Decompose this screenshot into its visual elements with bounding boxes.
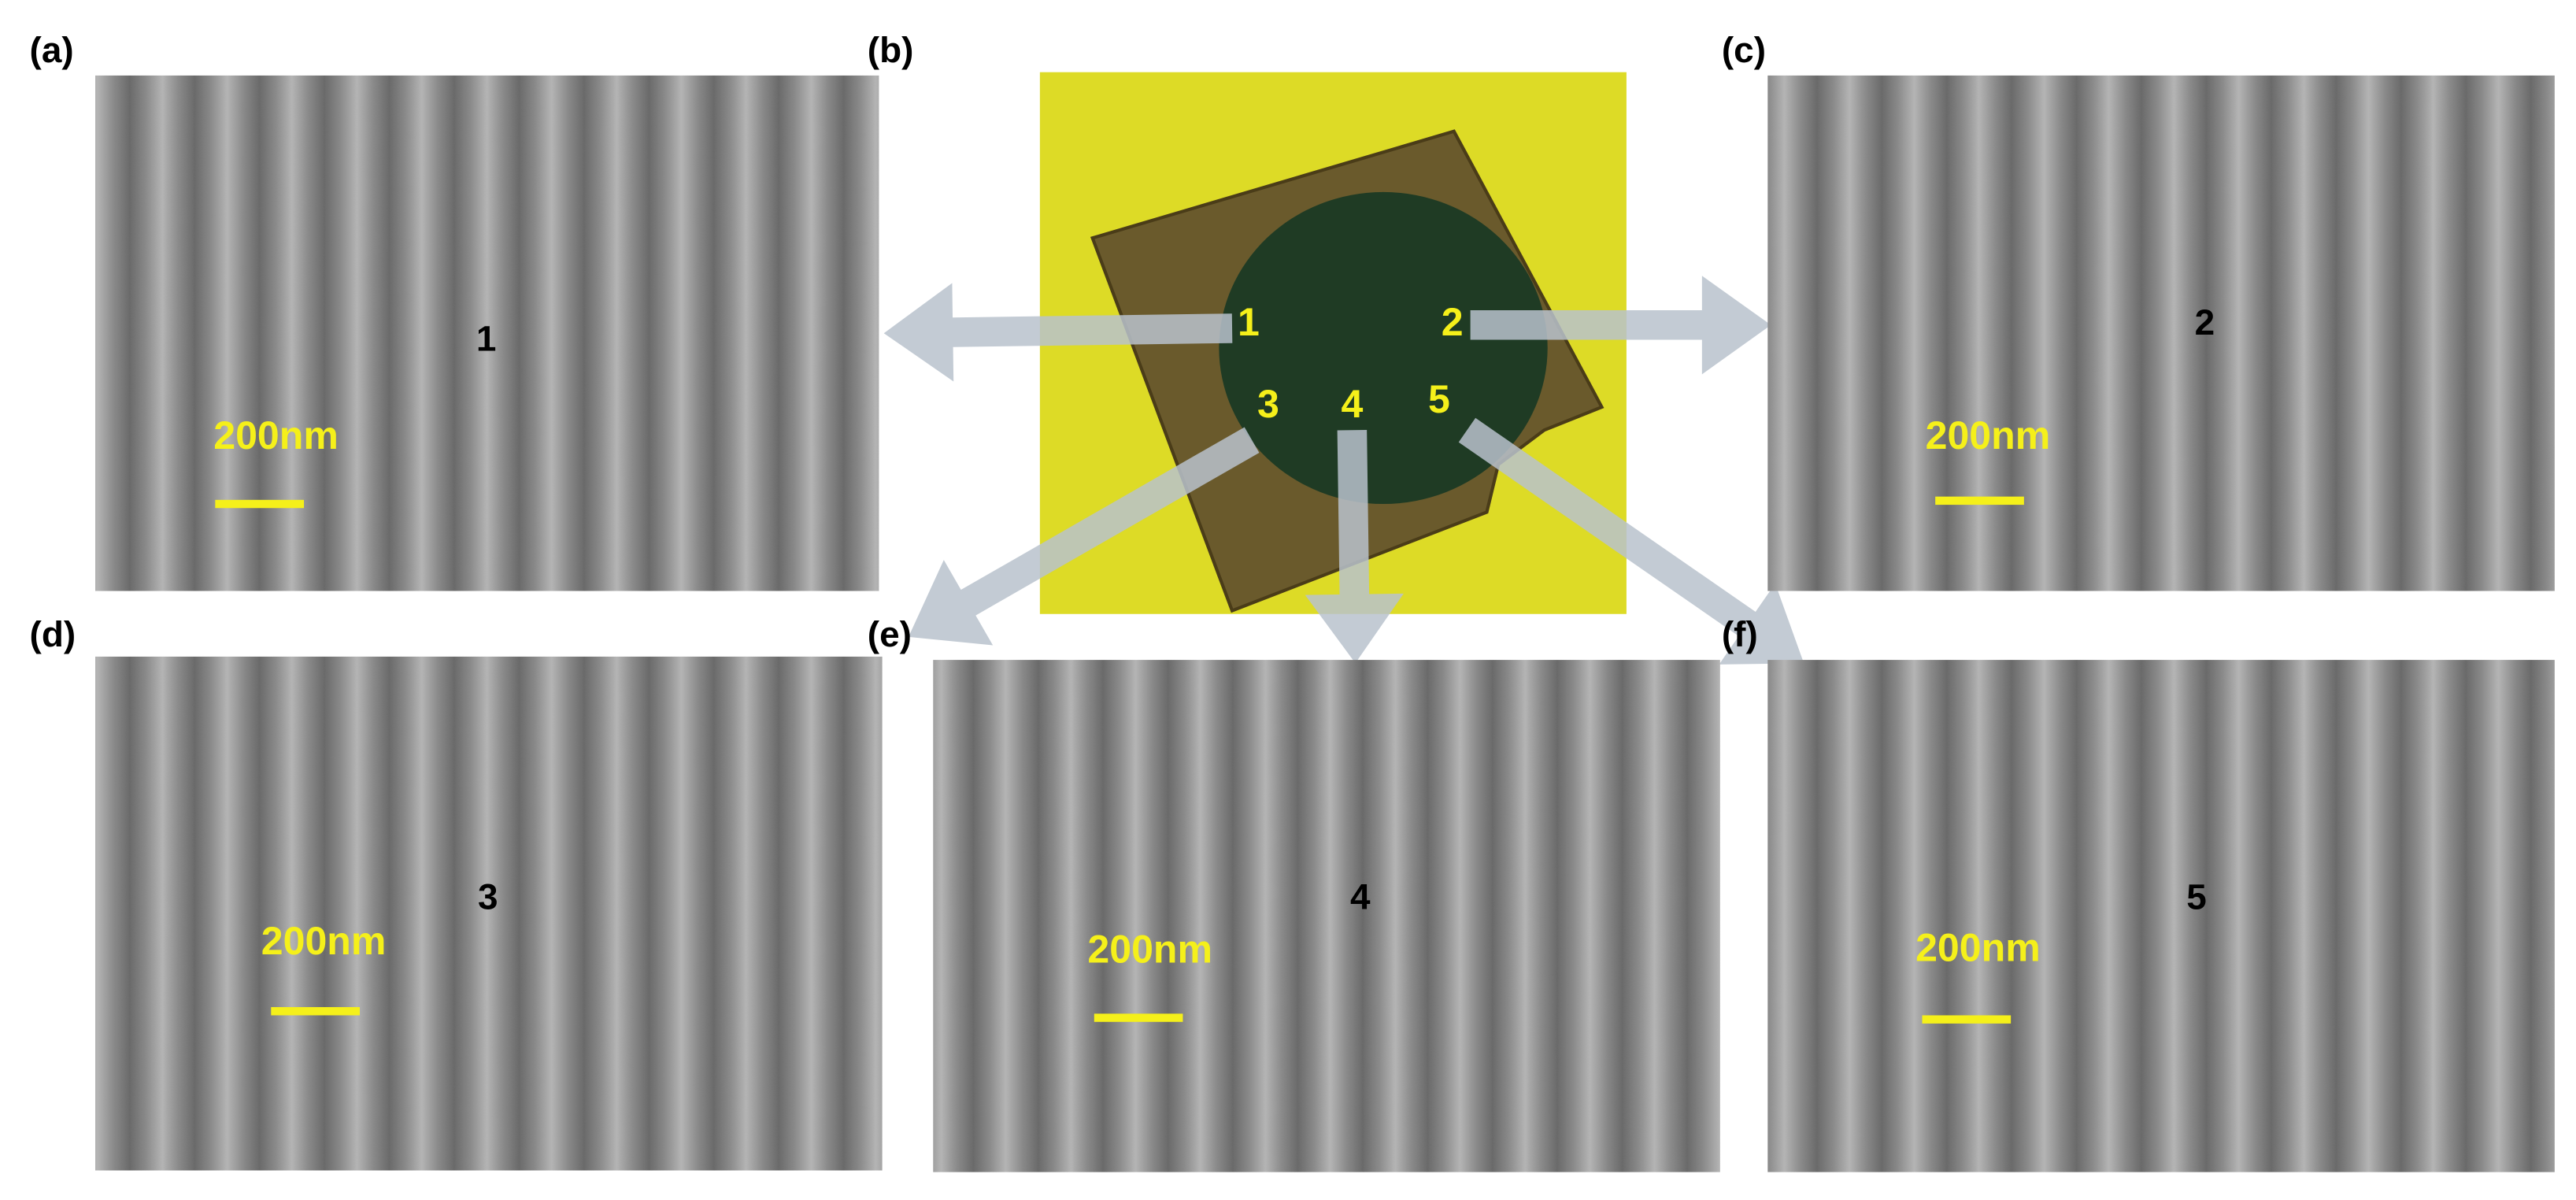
sem-image [1767, 75, 2555, 591]
position-marker: 1 [476, 318, 497, 359]
position-marker: 2 [2195, 302, 2215, 343]
arrow [1458, 417, 1804, 665]
arrow [1305, 429, 1404, 664]
arrow [883, 283, 1233, 382]
position-marker: 4 [1350, 876, 1371, 917]
arrow [1470, 276, 1771, 375]
panel-label: (e) [868, 613, 912, 654]
sem-image [933, 660, 1720, 1172]
photo-point: 2 [1442, 300, 1464, 344]
scale-bar-label: 200nm [261, 919, 387, 963]
sem-image [1767, 660, 2555, 1172]
scale-bar [1922, 1015, 2012, 1024]
photo-point: 5 [1428, 377, 1450, 421]
scale-bar-label: 200nm [1915, 925, 2041, 969]
panels: (a) 1 200nm (c) 2 200nm (d) 3 200nm (e) 4 200nm (f) 5… [30, 29, 2555, 1172]
scale-bar [1935, 496, 2024, 506]
panel-label: (d) [30, 613, 76, 654]
position-marker: 5 [2186, 876, 2207, 917]
sample-photo [1039, 72, 1627, 614]
arrow [908, 427, 1260, 646]
panel-label: (c) [1722, 29, 1766, 70]
photo-point: 1 [1238, 300, 1260, 344]
panel-label: (b) [868, 29, 914, 70]
scale-bar [1094, 1013, 1183, 1022]
scale-bar [271, 1007, 360, 1016]
photo-point: 3 [1257, 382, 1279, 426]
sem-image [95, 656, 883, 1171]
arrows [883, 276, 1804, 665]
position-marker: 3 [478, 876, 498, 917]
panel-label: (a) [30, 29, 74, 70]
scale-bar-label: 200nm [1087, 927, 1212, 971]
scale-bar-label: 200nm [1926, 413, 2051, 457]
panel-label: (f) [1722, 613, 1758, 654]
scale-bar [215, 499, 305, 509]
photo-point: 4 [1341, 382, 1363, 426]
scale-bar-label: 200nm [213, 413, 339, 457]
